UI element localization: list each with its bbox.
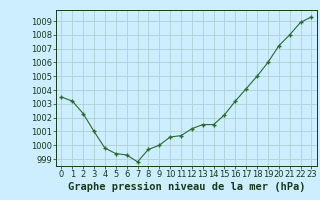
X-axis label: Graphe pression niveau de la mer (hPa): Graphe pression niveau de la mer (hPa) bbox=[68, 182, 305, 192]
